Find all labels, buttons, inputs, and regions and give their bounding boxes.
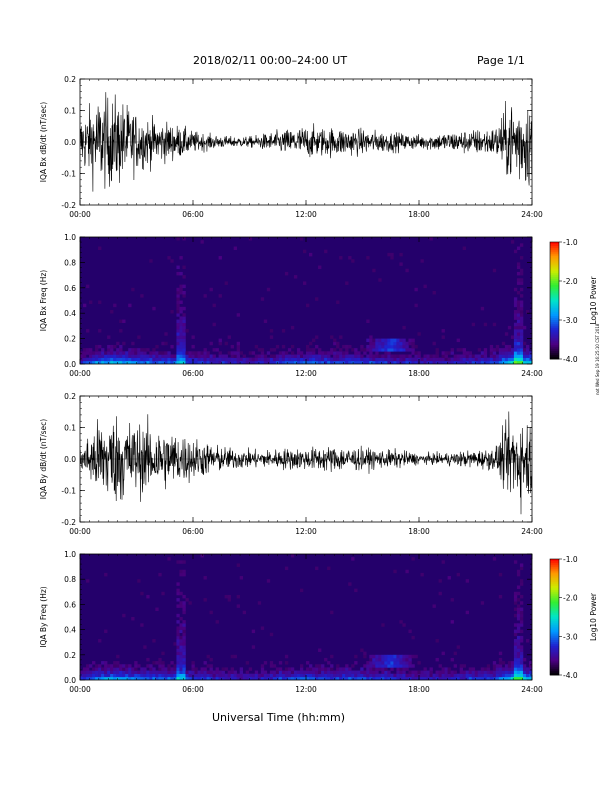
- x-axis-title: Universal Time (hh:mm): [212, 711, 345, 724]
- colorbar-tick-label: -2.0: [563, 277, 578, 286]
- bx-waveform-panel: 00:00 06:00 12:00 18:00 24:00 0.2 0.1 0.0 -0.1 -0…: [39, 75, 543, 219]
- x-tick-label: 12:00: [295, 685, 317, 694]
- x-tick-label: 06:00: [182, 369, 204, 378]
- y-tick-label: 0.0: [64, 676, 76, 685]
- by-spectrogram-colorbar: -1.0 -2.0 -3.0 -4.0 Log10 Power: [549, 555, 598, 680]
- x-tick-label: 00:00: [69, 210, 91, 219]
- page-title: 2018/02/11 00:00–24:00 UT: [193, 54, 348, 67]
- y-tick-label: 0.1: [64, 107, 76, 116]
- colorbar-label: Log10 Power: [589, 276, 598, 325]
- y-axis-label: IQA By Freq (Hz): [39, 586, 48, 648]
- y-axis-label: IQA Bx Freq (Hz): [39, 270, 48, 332]
- y-tick-label: -0.2: [61, 201, 76, 210]
- x-tick-label: 24:00: [521, 527, 543, 536]
- y-axis-label: IQA By dB/dt (nT/sec): [39, 419, 48, 500]
- by-waveform-panel: 00:00 06:00 12:00 18:00 24:00 0.2 0.1 0.0 -0.1 -0…: [39, 392, 543, 536]
- y-tick-label: 1.0: [64, 550, 76, 559]
- x-tick-label: 00:00: [69, 527, 91, 536]
- by-waveform-trace: [80, 411, 532, 515]
- y-tick-label: 0.4: [64, 626, 76, 635]
- by-spectrogram-cells: [80, 554, 532, 680]
- bx-spectrogram-background: [80, 237, 532, 364]
- creation-stamp: not Wed Sep 19 16:25:10 CST 2018: [595, 323, 600, 395]
- colorbar-tick-label: -4.0: [563, 355, 578, 364]
- x-tick-label: 24:00: [521, 369, 543, 378]
- x-tick-label: 00:00: [69, 685, 91, 694]
- by-spectrogram-background: [80, 554, 532, 680]
- x-tick-label: 18:00: [408, 210, 430, 219]
- colorbar-label: Log10 Power: [589, 592, 598, 641]
- y-tick-label: 0.6: [64, 600, 76, 609]
- x-tick-label: 12:00: [295, 210, 317, 219]
- by-spectrogram-panel: 00:00 06:00 12:00 18:00 24:00 1.0 0.8 0.6 0.4 0.2…: [39, 550, 598, 694]
- x-tick-label: 12:00: [295, 369, 317, 378]
- x-tick-label: 00:00: [69, 369, 91, 378]
- x-tick-label: 06:00: [182, 685, 204, 694]
- x-tick-label: 06:00: [182, 527, 204, 536]
- y-tick-label: 0.2: [64, 392, 76, 401]
- page-number: Page 1/1: [477, 54, 525, 67]
- y-tick-label: 0.0: [64, 138, 76, 147]
- bx-spectrogram-cells: [80, 237, 532, 364]
- x-tick-label: 12:00: [295, 527, 317, 536]
- x-tick-label: 18:00: [408, 369, 430, 378]
- y-tick-label: 0.4: [64, 309, 76, 318]
- y-tick-label: 0.8: [64, 575, 76, 584]
- y-tick-label: 0.0: [64, 360, 76, 369]
- y-tick-label: 0.2: [64, 335, 76, 344]
- colorbar-tick-label: -2.0: [563, 594, 578, 603]
- y-tick-label: 0.1: [64, 424, 76, 433]
- bx-spectrogram-colorbar: -1.0 -2.0 -3.0 -4.0 Log10 Power: [549, 238, 598, 364]
- y-tick-label: -0.2: [61, 518, 76, 527]
- x-tick-label: 24:00: [521, 210, 543, 219]
- y-tick-label: 0.8: [64, 258, 76, 267]
- y-axis-label: IQA Bx dB/dt (nT/sec): [39, 102, 48, 183]
- x-tick-label: 18:00: [408, 527, 430, 536]
- x-tick-label: 24:00: [521, 685, 543, 694]
- x-tick-label: 18:00: [408, 685, 430, 694]
- y-tick-label: -0.1: [61, 487, 76, 496]
- colorbar-tick-label: -1.0: [563, 555, 578, 564]
- y-tick-label: 0.2: [64, 651, 76, 660]
- colorbar-tick-label: -3.0: [563, 632, 578, 641]
- colorbar-tick-label: -1.0: [563, 238, 578, 247]
- y-tick-label: 0.6: [64, 284, 76, 293]
- x-tick-label: 06:00: [182, 210, 204, 219]
- bx-waveform-trace: [80, 92, 532, 192]
- y-tick-label: 0.2: [64, 75, 76, 84]
- y-tick-label: 0.0: [64, 455, 76, 464]
- y-tick-label: 1.0: [64, 233, 76, 242]
- colorbar-tick-label: -3.0: [563, 316, 578, 325]
- y-tick-label: -0.1: [61, 170, 76, 179]
- colorbar-tick-label: -4.0: [563, 671, 578, 680]
- bx-spectrogram-panel: 00:00 06:00 12:00 18:00 24:00 1.0 0.8 0.6 0.4 0.2…: [39, 233, 598, 378]
